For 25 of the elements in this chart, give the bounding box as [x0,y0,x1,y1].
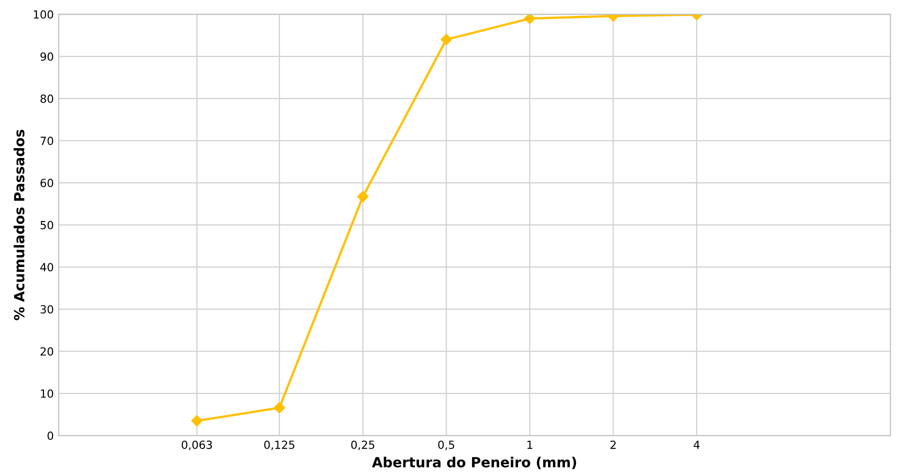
y-tick-label: 50 [40,220,54,230]
x-tick-label: 0,25 [351,440,374,450]
y-tick-label: 40 [40,263,54,272]
y-tick-label: 30 [40,305,54,314]
y-tick-label: 60 [40,178,54,188]
x-tick-label: 4 [694,440,700,449]
y-axis-title: % Acumulados Passados [14,130,24,320]
point [357,191,368,202]
x-tick-label: 0,063 [182,440,212,450]
x-axis-title: Abertura do Peneiro (mm) [372,456,576,470]
x-tick-label: 0,125 [264,440,294,450]
x-tick-label: 1 [527,440,532,449]
point [524,14,536,24]
y-tick-label: 70 [40,136,54,146]
point [274,402,286,414]
y-tick-label: 100 [34,10,54,19]
x-tick-label: 2 [610,440,616,449]
y-tick-label: 80 [40,94,54,103]
y-tick-label: 20 [40,347,54,356]
point [191,415,203,426]
y-tick-label: 0 [48,432,54,440]
point [440,34,452,46]
x-tick-label: 0,5 [438,440,454,450]
y-tick-label: 90 [40,52,54,61]
y-tick-label: 10 [40,389,54,398]
